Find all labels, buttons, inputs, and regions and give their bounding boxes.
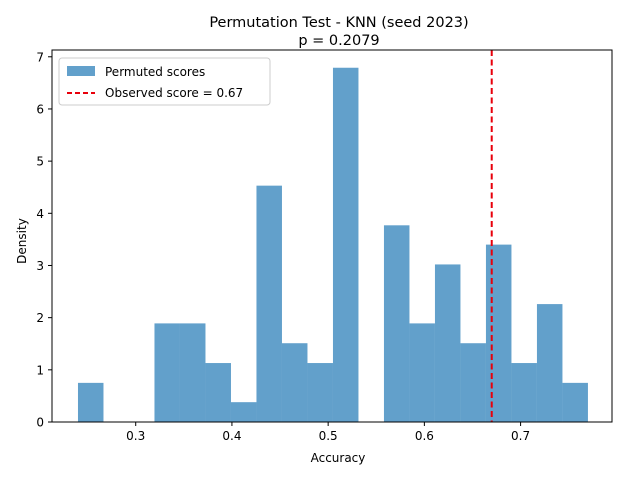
y-tick-label: 3 bbox=[36, 259, 44, 273]
chart-subtitle-p-value: p = 0.2079 bbox=[298, 33, 379, 49]
histogram-bar bbox=[205, 363, 231, 422]
histogram-bar bbox=[562, 382, 588, 422]
histogram-bar bbox=[154, 323, 180, 422]
histogram-bar bbox=[332, 67, 359, 422]
legend: Permuted scores Observed score = 0.67 bbox=[58, 57, 271, 106]
histogram-bar bbox=[460, 343, 486, 422]
legend-swatch-permuted bbox=[67, 66, 95, 76]
y-axis-label: Density bbox=[15, 218, 29, 264]
axes bbox=[51, 49, 613, 423]
histogram-bar bbox=[434, 264, 461, 422]
histogram-bar bbox=[409, 323, 435, 422]
histogram-bar bbox=[511, 363, 537, 422]
legend-label-observed: Observed score = 0.67 bbox=[105, 86, 243, 100]
x-tick-label: 0.5 bbox=[319, 429, 338, 443]
histogram-bar bbox=[536, 304, 563, 422]
y-tick-label: 0 bbox=[36, 416, 44, 430]
y-tick-label: 2 bbox=[36, 311, 44, 325]
axes-frame bbox=[51, 49, 613, 423]
y-tick-label: 5 bbox=[36, 155, 44, 169]
histogram-bar bbox=[485, 244, 512, 422]
x-axis-label: Accuracy bbox=[311, 451, 366, 465]
histogram-bar bbox=[281, 343, 308, 422]
histogram-bar bbox=[77, 382, 104, 422]
y-tick-label: 4 bbox=[36, 207, 44, 221]
x-tick-label: 0.7 bbox=[511, 429, 530, 443]
x-axis-ticks: 0.3 0.4 0.5 0.6 0.7 bbox=[126, 422, 530, 443]
legend-label-permuted: Permuted scores bbox=[105, 65, 205, 79]
histogram-bar bbox=[307, 363, 333, 422]
y-tick-label: 6 bbox=[36, 102, 44, 116]
y-tick-label: 1 bbox=[36, 363, 44, 377]
histogram-bar bbox=[256, 185, 282, 422]
y-tick-label: 7 bbox=[36, 50, 44, 64]
histogram-bar bbox=[230, 402, 257, 422]
histogram-bars bbox=[77, 67, 588, 422]
legend-frame bbox=[58, 57, 271, 106]
y-axis-ticks: 0 1 2 3 4 5 6 7 bbox=[36, 50, 52, 430]
x-tick-label: 0.4 bbox=[222, 429, 241, 443]
histogram-bar bbox=[179, 323, 206, 422]
x-tick-label: 0.3 bbox=[126, 429, 145, 443]
histogram-bar bbox=[383, 225, 410, 422]
x-tick-label: 0.6 bbox=[415, 429, 434, 443]
chart-title: Permutation Test - KNN (seed 2023) bbox=[209, 15, 468, 31]
